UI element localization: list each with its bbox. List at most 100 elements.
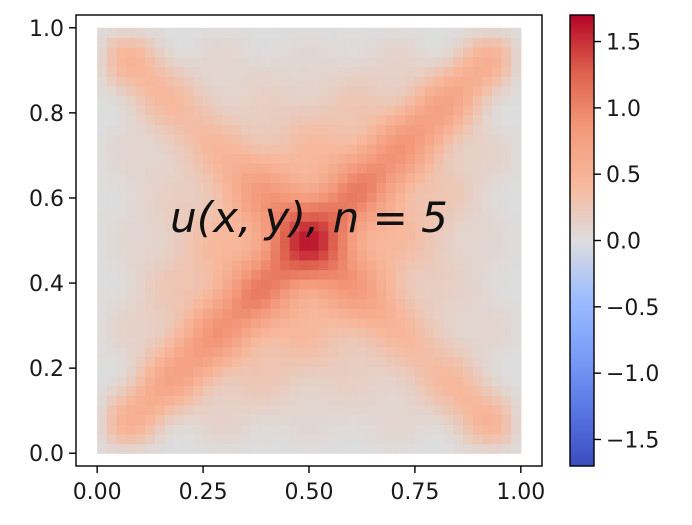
heatmap-cell [443, 192, 455, 203]
heatmap-cell [231, 317, 243, 329]
heatmap-cell [260, 172, 272, 184]
heatmap-cell [386, 337, 397, 348]
heatmap-cell [183, 356, 195, 367]
heatmap-cell [260, 182, 272, 193]
heatmap-cell [501, 47, 512, 58]
heatmap-cell [309, 211, 320, 222]
heatmap-cell [366, 414, 377, 425]
heatmap-cell [491, 288, 503, 300]
heatmap-cell [309, 221, 320, 232]
heatmap-cell [222, 240, 233, 251]
heatmap-cell [366, 105, 377, 116]
heatmap-cell [482, 192, 493, 203]
heatmap-cell [193, 76, 204, 87]
heatmap-cell [501, 153, 512, 164]
heatmap-cell [395, 385, 406, 396]
heatmap-cell [106, 76, 118, 87]
heatmap-cell [193, 288, 204, 300]
heatmap-cell [116, 298, 127, 309]
heatmap-cell [395, 414, 406, 425]
heatmap-cell [424, 337, 435, 348]
heatmap-cell [164, 308, 175, 319]
heatmap-cell [472, 346, 483, 358]
heatmap-cell [357, 85, 368, 97]
heatmap-cell [289, 404, 300, 416]
heatmap-cell [347, 66, 358, 77]
heatmap-cell [222, 182, 233, 193]
heatmap-cell [145, 76, 156, 87]
heatmap-cell [212, 27, 223, 39]
heatmap-cell [212, 221, 223, 232]
heatmap-cell [491, 163, 503, 174]
heatmap-cell [318, 298, 329, 309]
heatmap-cell [231, 279, 243, 290]
heatmap-cell [106, 346, 118, 358]
heatmap-cell [289, 250, 300, 261]
heatmap-cell [328, 105, 339, 116]
heatmap-cell [366, 182, 377, 193]
heatmap-cell [405, 47, 416, 58]
heatmap-cell [116, 172, 127, 184]
heatmap-cell [376, 85, 387, 97]
heatmap-cell [116, 66, 127, 77]
heatmap-cell [126, 250, 137, 261]
heatmap-cell [337, 47, 349, 58]
heatmap-cell [414, 337, 426, 348]
heatmap-cell [203, 259, 214, 271]
heatmap-cell [328, 230, 339, 242]
heatmap-cell [453, 240, 464, 251]
heatmap-cell [174, 298, 185, 309]
heatmap-cell [482, 443, 493, 454]
heatmap-cell [405, 85, 416, 97]
heatmap-cell [126, 114, 137, 126]
heatmap-cell [463, 172, 474, 184]
heatmap-cell [164, 172, 175, 184]
heatmap-cell [212, 308, 223, 319]
heatmap-cell [106, 163, 118, 174]
heatmap-cell [135, 211, 146, 222]
heatmap-cell [453, 356, 464, 367]
heatmap-cell [318, 356, 329, 367]
heatmap-cell [145, 134, 156, 145]
heatmap-cell [434, 47, 445, 58]
heatmap-cell [376, 308, 387, 319]
heatmap-cell [511, 163, 522, 174]
heatmap-cell [414, 443, 426, 454]
heatmap-cell [443, 424, 455, 435]
heatmap-cell [231, 250, 243, 261]
heatmap-cell [231, 404, 243, 416]
colorbar-tick-label: 1.0 [606, 97, 641, 122]
heatmap-cell [260, 414, 272, 425]
heatmap-cell [395, 269, 406, 280]
heatmap-cell [328, 308, 339, 319]
heatmap-cell [154, 124, 166, 135]
heatmap-cell [309, 172, 320, 184]
heatmap-cell [106, 56, 118, 68]
heatmap-cell [443, 395, 455, 406]
heatmap-cell [376, 201, 387, 213]
heatmap-cell [116, 27, 127, 39]
heatmap-cell [482, 240, 493, 251]
heatmap-cell [241, 346, 252, 358]
heatmap-cell [193, 298, 204, 309]
heatmap-cell [251, 182, 262, 193]
heatmap-cell [414, 288, 426, 300]
heatmap-cell [347, 230, 358, 242]
heatmap-cell [299, 95, 310, 106]
heatmap-cell [126, 221, 137, 232]
heatmap-cell [395, 288, 406, 300]
heatmap-cell [174, 37, 185, 48]
heatmap-cell [126, 124, 137, 135]
heatmap-cell [309, 298, 320, 309]
heatmap-cell [299, 298, 310, 309]
heatmap-cell [222, 143, 233, 155]
heatmap-cell [501, 298, 512, 309]
heatmap-cell [164, 337, 175, 348]
heatmap-cell [183, 37, 195, 48]
heatmap-cell [309, 414, 320, 425]
heatmap-cell [357, 443, 368, 454]
heatmap-cell [424, 221, 435, 232]
heatmap-cell [414, 433, 426, 445]
heatmap-cell [231, 433, 243, 445]
heatmap-cell [299, 375, 310, 387]
